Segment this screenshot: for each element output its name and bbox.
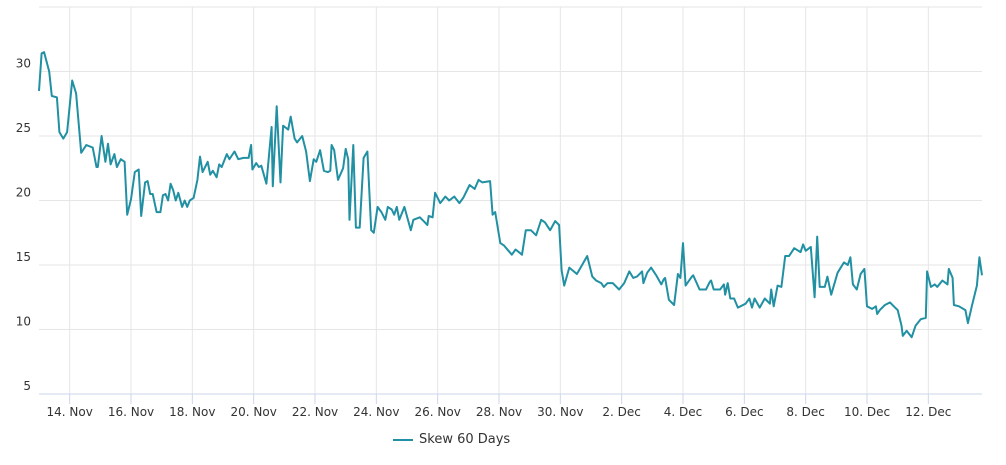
y-tick-label: 5 — [23, 379, 31, 393]
x-tick-label: 4. Dec — [664, 405, 702, 419]
x-tick-label: 30. Nov — [537, 405, 583, 419]
x-tick-label: 6. Dec — [725, 405, 763, 419]
legend-item-skew-60-days[interactable]: Skew 60 Days — [393, 432, 510, 447]
grid-lines — [39, 6, 982, 404]
x-tick-label: 12. Dec — [905, 405, 951, 419]
x-tick-label: 20. Nov — [231, 405, 277, 419]
y-tick-label: 25 — [16, 121, 31, 135]
x-tick-label: 10. Dec — [844, 405, 890, 419]
x-tick-label: 18. Nov — [169, 405, 215, 419]
y-tick-label: 30 — [16, 57, 31, 71]
x-tick-label: 22. Nov — [292, 405, 338, 419]
x-tick-label: 16. Nov — [108, 405, 154, 419]
legend-swatch — [393, 438, 413, 441]
x-axis-labels: 14. Nov 16. Nov 18. Nov 20. Nov 22. Nov 24. N… — [47, 405, 952, 419]
x-tick-label: 2. Dec — [602, 405, 640, 419]
x-tick-label: 24. Nov — [353, 405, 399, 419]
y-tick-label: 15 — [16, 250, 31, 264]
series-line-skew-60-days[interactable] — [38, 51, 983, 339]
x-tick-label: 26. Nov — [415, 405, 461, 419]
y-axis-labels: 5 10 15 20 25 30 — [16, 57, 31, 394]
y-tick-label: 20 — [16, 186, 31, 200]
legend-label: Skew 60 Days — [419, 432, 511, 447]
x-tick-label: 8. Dec — [786, 405, 824, 419]
x-tick-label: 28. Nov — [476, 405, 522, 419]
y-tick-label: 10 — [16, 315, 31, 329]
x-tick-label: 14. Nov — [47, 405, 93, 419]
